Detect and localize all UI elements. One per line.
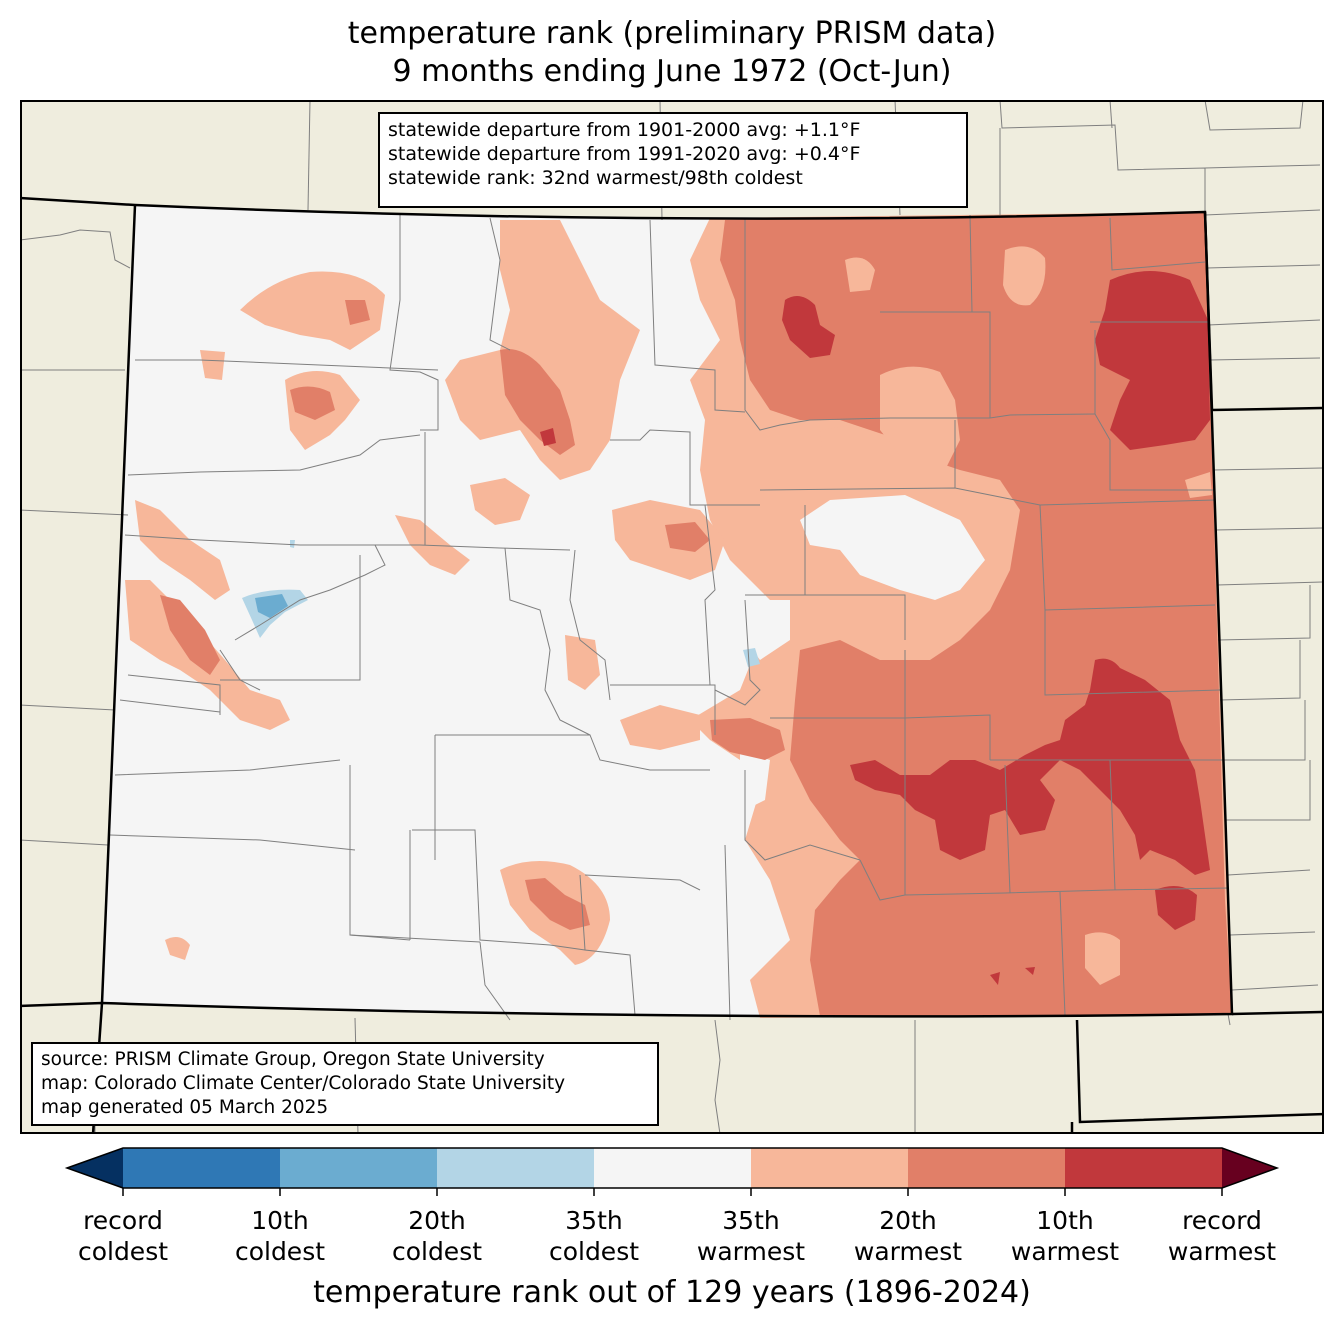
tick-label-direction: warmest <box>696 1237 806 1266</box>
county-boundaries <box>109 214 1229 1021</box>
tick-label-rank: 35th <box>565 1206 623 1235</box>
statewide-rank: statewide rank: 32nd warmest/98th coldes… <box>388 167 803 189</box>
departure-1901-2000: statewide departure from 1901-2000 avg: … <box>388 119 861 141</box>
colorbar-tick-label: 20th warmest <box>828 1205 988 1267</box>
tick-label-rank: 20th <box>408 1206 466 1235</box>
colorbar-title: temperature rank out of 129 years (1896-… <box>313 1275 1031 1310</box>
tick-label-rank: record <box>1182 1206 1262 1235</box>
map-credit: map: Colorado Climate Center/Colorado St… <box>41 1073 566 1094</box>
tick-label-direction: warmest <box>1167 1237 1277 1266</box>
rank-35th-warmest-pockets <box>820 246 1212 985</box>
colorbar-bin <box>908 1148 1066 1188</box>
colorbar-tick-label: record coldest <box>43 1205 203 1267</box>
map-title-line-2: 9 months ending June 1972 (Oct-Jun) <box>392 54 952 89</box>
colorbar-bin <box>751 1148 909 1188</box>
colorado-rank-map <box>22 102 1322 1132</box>
colorbar-bin <box>123 1148 281 1188</box>
source-credit: source: PRISM Climate Group, Oregon Stat… <box>41 1049 545 1070</box>
map-panel <box>20 100 1324 1134</box>
departure-1991-2020: statewide departure from 1991-2020 avg: … <box>388 143 861 165</box>
colorbar-bin <box>594 1148 752 1188</box>
tick-label-direction: warmest <box>853 1237 963 1266</box>
tick-label-rank: 10th <box>251 1206 309 1235</box>
colorbar <box>64 1147 1280 1196</box>
colorbar-over-arrow <box>1222 1148 1277 1188</box>
colorbar-tick-label: record warmest <box>1142 1205 1302 1267</box>
colorbar-under-arrow <box>67 1148 123 1188</box>
tick-label-rank: 10th <box>1036 1206 1094 1235</box>
colorbar-tick-label: 35th coldest <box>514 1205 674 1267</box>
rank-20th-warmest-regions <box>160 212 1232 1016</box>
rank-10th-warmest-regions <box>540 271 1210 985</box>
tick-label-rank: 20th <box>879 1206 937 1235</box>
source-credits-box: source: PRISM Climate Group, Oregon Stat… <box>31 1042 659 1126</box>
colorbar-tick-label: 10th coldest <box>200 1205 360 1267</box>
tick-label-direction: coldest <box>77 1237 169 1266</box>
statewide-stats-box: statewide departure from 1901-2000 avg: … <box>378 112 968 208</box>
near-normal-pockets <box>740 495 985 810</box>
colorbar-tick-label: 10th warmest <box>985 1205 1145 1267</box>
tick-label-direction: coldest <box>234 1237 326 1266</box>
tick-label-rank: record <box>83 1206 163 1235</box>
colorbar-bin <box>280 1148 438 1188</box>
tick-label-direction: coldest <box>391 1237 483 1266</box>
tick-label-rank: 35th <box>722 1206 780 1235</box>
colorbar-bin <box>1065 1148 1223 1188</box>
colorbar-tick-label: 35th warmest <box>671 1205 831 1267</box>
colorbar-bin <box>437 1148 595 1188</box>
tick-label-direction: warmest <box>1010 1237 1120 1266</box>
neighbor-county-lines <box>22 102 1322 1132</box>
map-title-line-1: temperature rank (preliminary PRISM data… <box>347 16 997 51</box>
colorbar-tick-label: 20th coldest <box>357 1205 517 1267</box>
tick-label-direction: coldest <box>548 1237 640 1266</box>
generated-date: map generated 05 March 2025 <box>41 1097 329 1118</box>
